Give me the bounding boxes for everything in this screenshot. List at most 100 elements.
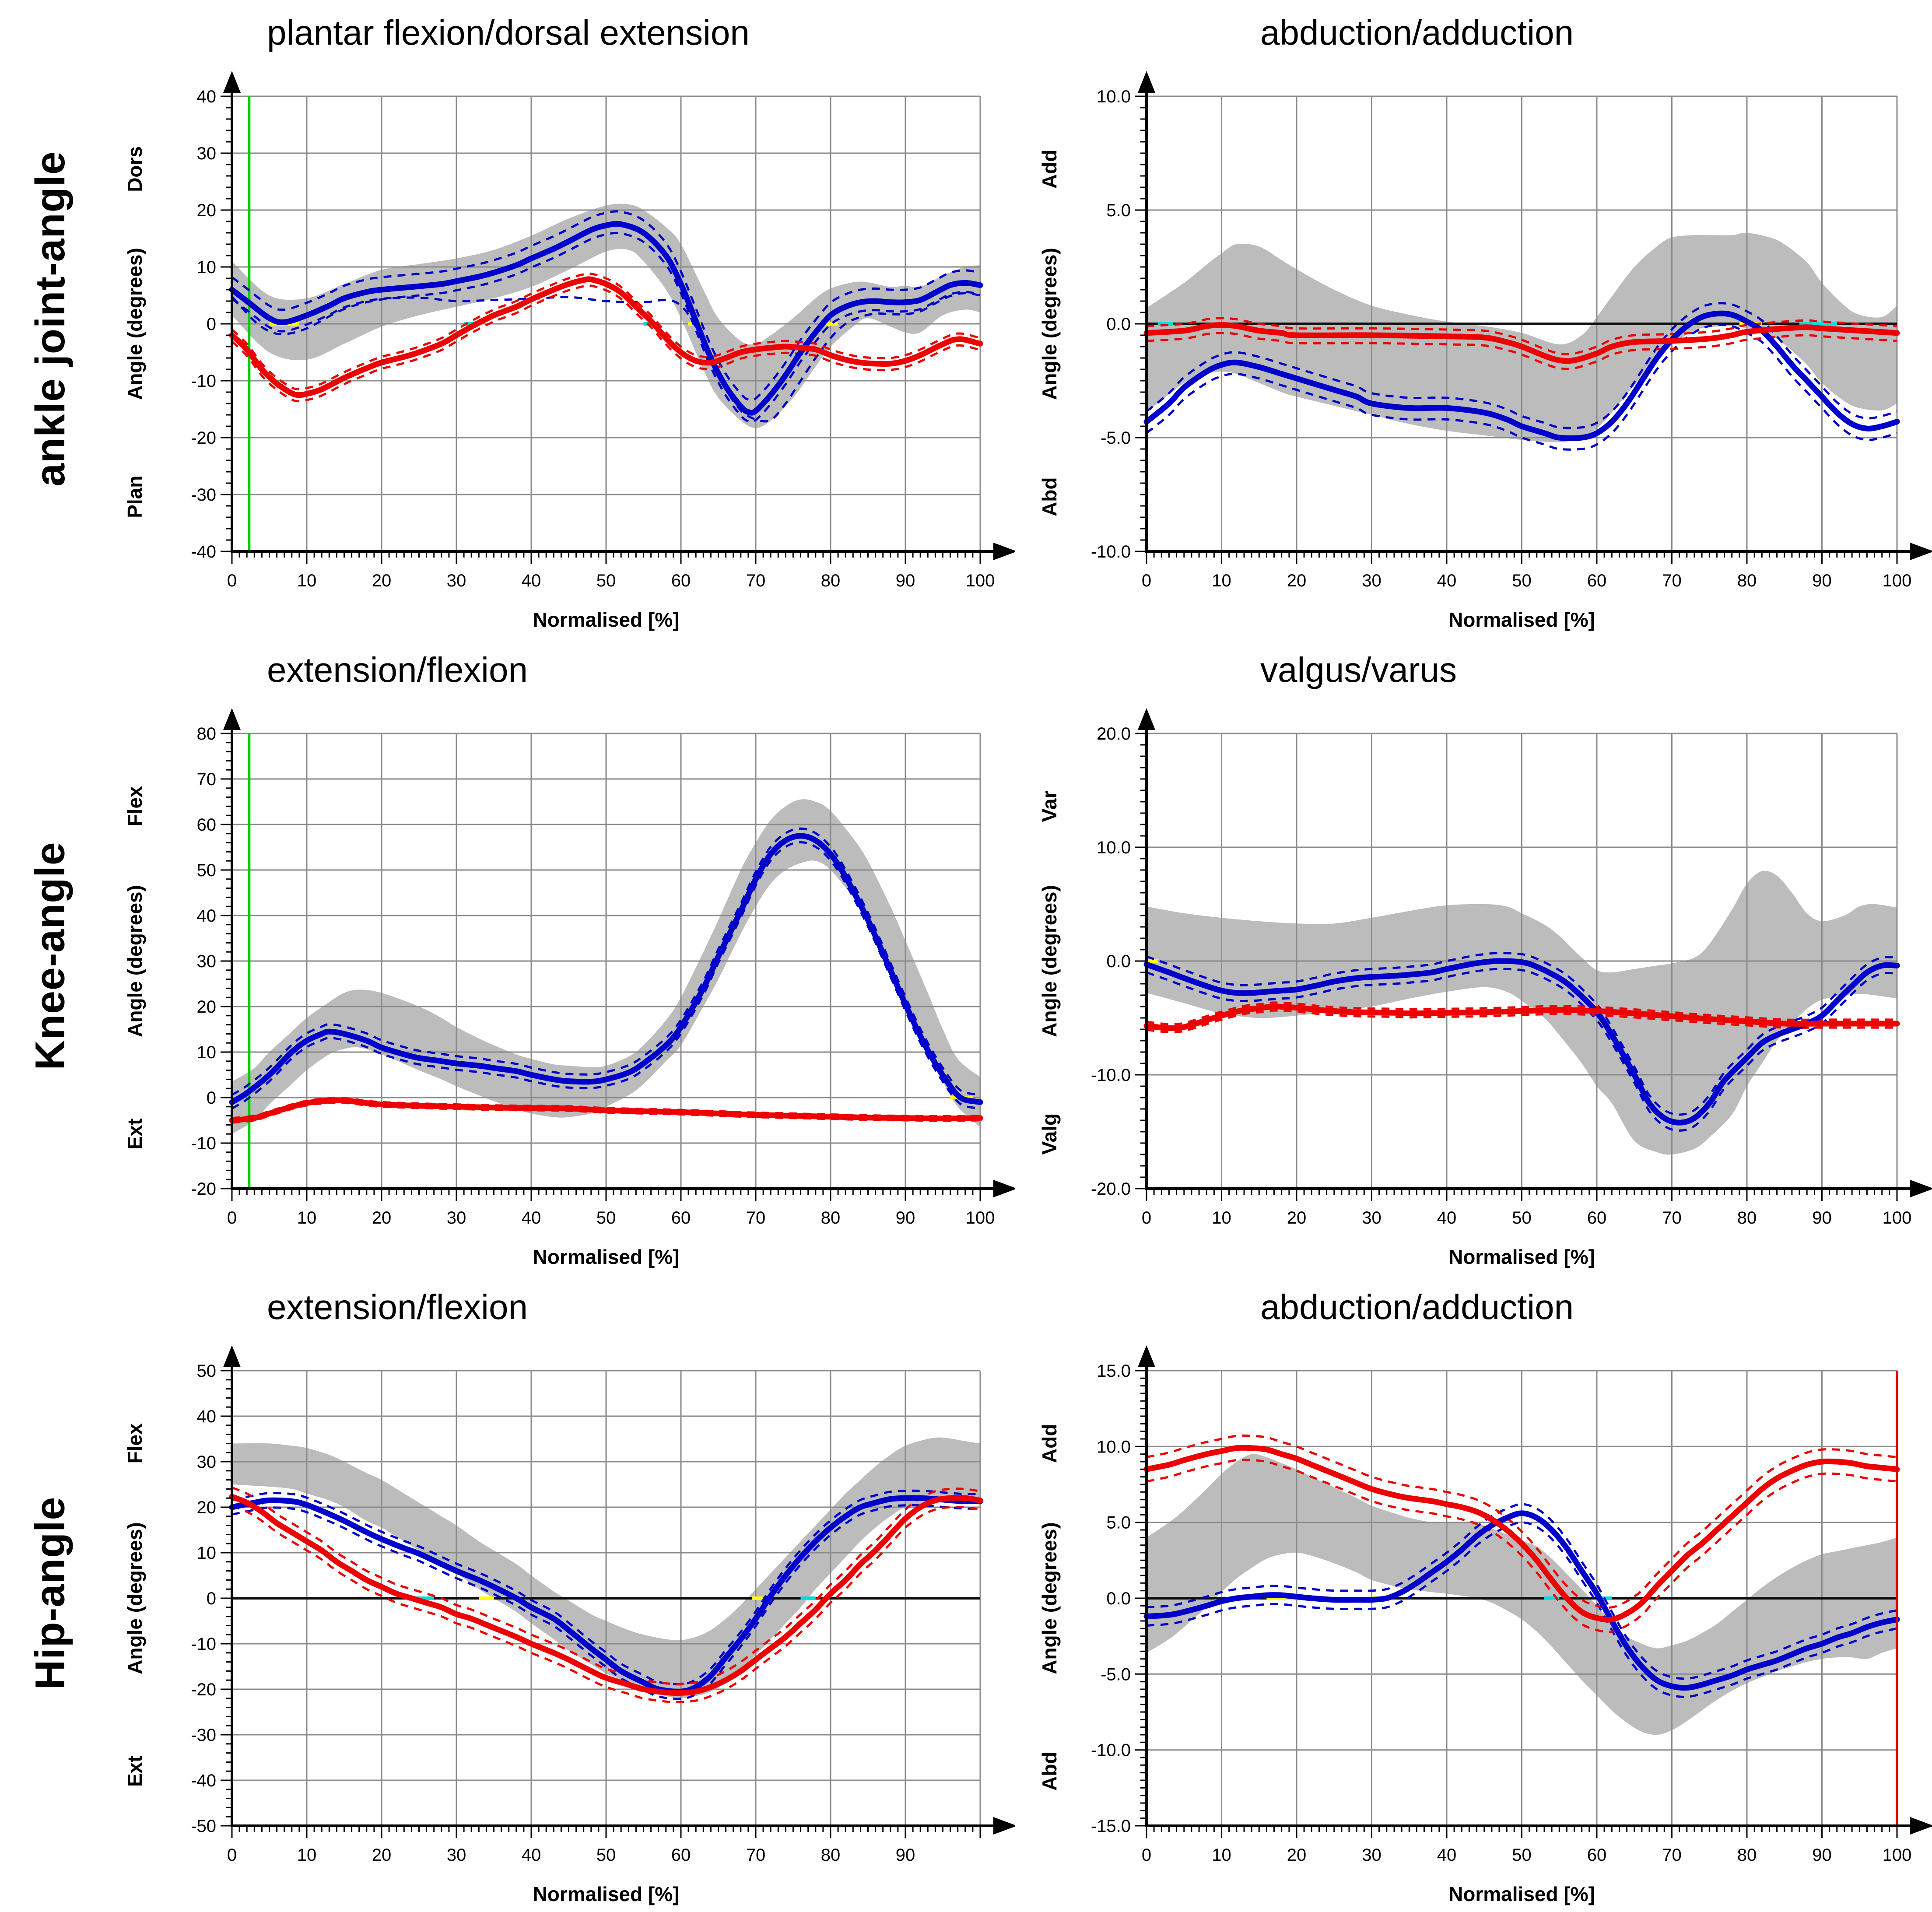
row-label-hip: Hip-angle [0, 1274, 101, 1912]
ticks [1135, 95, 1898, 564]
chart-title: abduction/adduction [1260, 1288, 1574, 1326]
svg-text:40: 40 [1437, 1845, 1457, 1865]
svg-text:10: 10 [297, 1845, 317, 1865]
gridlines [232, 733, 981, 1189]
ylabel-mid: Angle (degrees) [123, 1522, 146, 1674]
y-axis-arrow [1138, 71, 1155, 93]
xlabel: Normalised [%] [1448, 1245, 1595, 1268]
ticks [1135, 733, 1898, 1201]
red-mean-curve [229, 1097, 983, 1123]
svg-text:10: 10 [197, 1043, 217, 1062]
svg-text:-5.0: -5.0 [1101, 428, 1131, 448]
svg-text:-40: -40 [191, 542, 216, 561]
blue-mean-curve [229, 833, 983, 1105]
svg-text:40: 40 [1437, 1208, 1457, 1228]
xlabel: Normalised [%] [533, 608, 680, 631]
svg-text:-20: -20 [191, 1179, 216, 1199]
ylabel-mid: Angle (degrees) [123, 248, 146, 400]
svg-text:60: 60 [671, 1208, 691, 1228]
svg-text:40: 40 [1437, 571, 1457, 590]
svg-text:-10.0: -10.0 [1091, 542, 1131, 561]
row-label-text: Knee-angle [27, 841, 74, 1070]
row-label-knee: Knee-angle [0, 637, 101, 1274]
ylabel-mid: Angle (degrees) [123, 885, 146, 1037]
red-dashed-upper [231, 1486, 981, 1685]
chart-canvas-hip-frontal: -15.0 -10.0 -5.0 0.0 5.0 10.0 15.0 0 10 20 30 40 50 6… [1038, 1345, 1932, 1905]
red-dashed-upper [1146, 1001, 1897, 1025]
svg-text:70: 70 [1662, 1845, 1682, 1865]
svg-text:90: 90 [1812, 571, 1832, 590]
ylabel-bottom: Abd [1038, 1751, 1061, 1790]
svg-text:-30: -30 [191, 485, 216, 505]
svg-text:50: 50 [1512, 571, 1532, 590]
red-mean-curve [229, 1494, 983, 1696]
x-axis-arrow [993, 543, 1015, 560]
svg-text:30: 30 [1362, 1208, 1382, 1228]
svg-text:50: 50 [197, 861, 217, 880]
svg-text:80: 80 [821, 571, 841, 590]
tick-labels: -10.0 -5.0 0.0 5.0 10.0 0 10 20 30 40 50 60 70 80 90 10… [1091, 87, 1912, 590]
chart-canvas-knee-sagittal: -20 -10 0 10 20 30 40 50 60 70 80 0 10 20 30 40 50 60 70 80… [123, 708, 1015, 1268]
svg-text:70: 70 [1662, 1208, 1682, 1228]
svg-text:70: 70 [746, 571, 766, 590]
gridlines [1147, 733, 1898, 1189]
svg-text:30: 30 [1362, 571, 1382, 590]
red-dashed-lower [231, 284, 981, 403]
svg-text:80: 80 [1737, 571, 1757, 590]
ylabel-mid: Angle (degrees) [1038, 1522, 1061, 1674]
svg-text:-30: -30 [191, 1726, 216, 1745]
svg-text:30: 30 [197, 1452, 217, 1472]
y-axis-arrow [1138, 1345, 1155, 1367]
blue-mean-curve [1143, 958, 1900, 1126]
ylabel-bottom: Plan [123, 476, 146, 518]
ylabel-bottom: Abd [1038, 477, 1061, 516]
svg-text:50: 50 [1512, 1845, 1532, 1865]
svg-text:15.0: 15.0 [1097, 1361, 1131, 1381]
svg-text:60: 60 [1587, 1845, 1607, 1865]
ticks [221, 733, 981, 1201]
svg-text:-10.0: -10.0 [1091, 1741, 1131, 1760]
svg-text:60: 60 [671, 1845, 691, 1865]
svg-text:100: 100 [1883, 1208, 1912, 1228]
svg-text:10: 10 [197, 1544, 217, 1563]
svg-text:70: 70 [746, 1208, 766, 1228]
svg-text:10: 10 [1212, 1845, 1231, 1865]
svg-text:20: 20 [197, 201, 217, 220]
svg-text:60: 60 [671, 571, 691, 590]
svg-text:40: 40 [522, 1845, 541, 1865]
svg-text:0: 0 [227, 571, 237, 590]
svg-text:-10: -10 [191, 1134, 216, 1153]
chart-title: extension/flexion [267, 650, 528, 689]
svg-text:30: 30 [447, 571, 466, 590]
x-axis-arrow [1910, 1817, 1932, 1835]
red-mean-curve [229, 276, 983, 398]
tick-labels: -40 -30 -20 -10 0 10 20 30 40 0 10 20 30 40 50 60 70 80 90… [191, 87, 995, 590]
svg-text:-20: -20 [191, 1680, 216, 1699]
xlabel: Normalised [%] [1448, 608, 1595, 631]
svg-text:80: 80 [821, 1845, 841, 1865]
svg-text:90: 90 [1812, 1208, 1832, 1228]
svg-text:70: 70 [1662, 571, 1682, 590]
ylabel-bottom: Valg [1038, 1113, 1061, 1155]
svg-text:-5.0: -5.0 [1101, 1665, 1131, 1684]
ticks [221, 95, 981, 564]
blue-dashed-lower [1146, 1521, 1897, 1698]
ylabel-top: Add [1038, 150, 1061, 189]
blue-dashed-lower [1146, 968, 1897, 1132]
svg-text:40: 40 [522, 1208, 541, 1228]
svg-text:90: 90 [896, 1208, 915, 1228]
svg-text:-20.0: -20.0 [1091, 1179, 1131, 1199]
svg-text:80: 80 [821, 1208, 841, 1228]
xlabel: Normalised [%] [1448, 1883, 1595, 1905]
tick-labels: -15.0 -10.0 -5.0 0.0 5.0 10.0 15.0 0 10 20 30 40 50 6… [1091, 1361, 1912, 1865]
y-axis-arrow [223, 708, 241, 730]
svg-text:100: 100 [966, 571, 995, 590]
y-axis-arrow [1138, 708, 1155, 730]
x-axis-arrow [993, 1817, 1015, 1835]
ylabel-bottom: Ext [123, 1755, 146, 1787]
blue-mean-curve [1143, 310, 1900, 441]
svg-text:30: 30 [447, 1845, 466, 1865]
tick-labels: -20.0 -10.0 0.0 10.0 20.0 0 10 20 30 40 50 60 70 80 90… [1091, 724, 1912, 1228]
panel-hip-frontal: abduction/adduction -15.0 -10.0 -5.0 0.0 5.0… [1015, 1274, 1932, 1912]
